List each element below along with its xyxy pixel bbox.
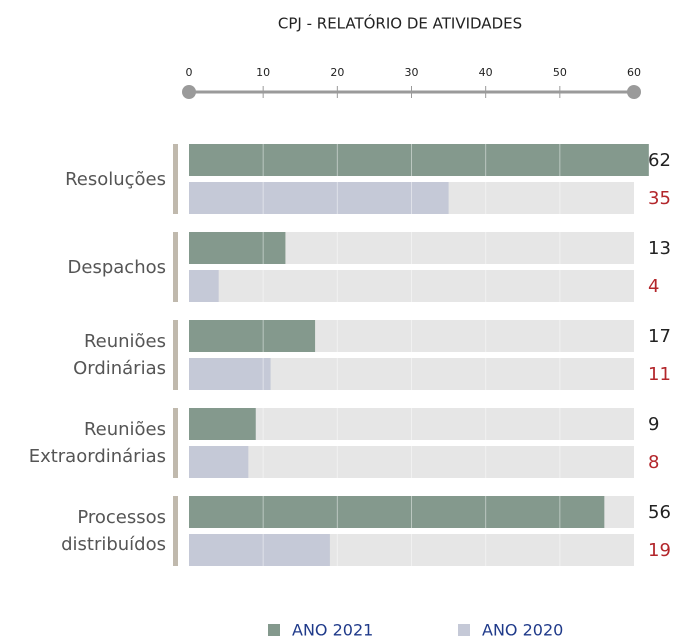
x-tick-label: 10 bbox=[256, 66, 270, 79]
bar bbox=[189, 496, 605, 528]
value-label: 56 bbox=[648, 502, 671, 523]
value-label: 19 bbox=[648, 540, 671, 561]
legend-swatch bbox=[268, 624, 280, 636]
x-tick-label: 20 bbox=[330, 66, 344, 79]
bar bbox=[189, 320, 316, 352]
value-label: 4 bbox=[648, 276, 659, 297]
track bbox=[189, 408, 634, 440]
track bbox=[189, 270, 634, 302]
value-label: 17 bbox=[648, 326, 671, 347]
group-marker bbox=[173, 320, 178, 390]
bar bbox=[189, 144, 649, 176]
bar bbox=[189, 534, 330, 566]
x-tick-label: 50 bbox=[553, 66, 567, 79]
category-label: Despachos bbox=[67, 256, 166, 278]
track bbox=[189, 446, 634, 478]
bar bbox=[189, 270, 219, 302]
value-label: 9 bbox=[648, 414, 659, 435]
legend-label: ANO 2021 bbox=[292, 621, 373, 639]
category-label: Resoluções bbox=[65, 168, 166, 190]
x-tick-label: 60 bbox=[627, 66, 641, 79]
value-label: 35 bbox=[648, 188, 671, 209]
category-label: Reuniões Extraordinárias bbox=[28, 419, 166, 467]
group-marker bbox=[173, 408, 178, 478]
bar bbox=[189, 182, 449, 214]
group-marker bbox=[173, 144, 178, 214]
group-marker bbox=[173, 496, 178, 566]
x-tick-label: 40 bbox=[479, 66, 493, 79]
x-tick-label: 30 bbox=[405, 66, 419, 79]
value-label: 8 bbox=[648, 452, 659, 473]
chart-title: CPJ - RELATÓRIO DE ATIVIDADES bbox=[278, 14, 522, 33]
value-label: 62 bbox=[648, 150, 671, 171]
group-marker bbox=[173, 232, 178, 302]
legend-label: ANO 2020 bbox=[482, 621, 563, 639]
value-label: 13 bbox=[648, 238, 671, 259]
bar bbox=[189, 232, 286, 264]
bar bbox=[189, 358, 271, 390]
value-label: 11 bbox=[648, 364, 671, 385]
bar bbox=[189, 408, 256, 440]
x-tick-label: 0 bbox=[186, 66, 193, 79]
legend-swatch bbox=[458, 624, 470, 636]
category-label: Processos distribuídos bbox=[61, 507, 166, 555]
category-label: Reuniões Ordinárias bbox=[73, 331, 166, 379]
bar bbox=[189, 446, 249, 478]
